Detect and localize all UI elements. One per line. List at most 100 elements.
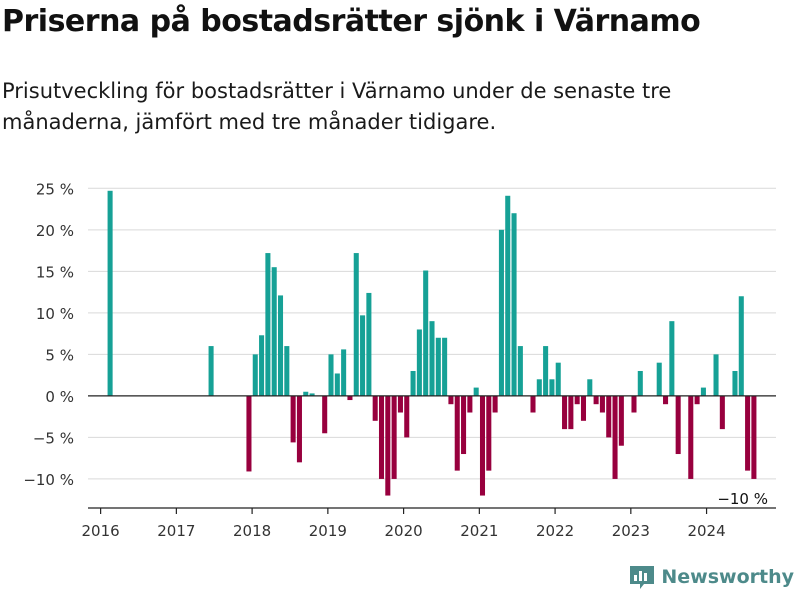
bar [656,362,662,396]
bar [265,253,271,396]
bar [322,395,328,434]
bar [498,229,504,396]
bar [719,395,725,430]
x-tick-label: 2024 [687,522,725,540]
bar [669,321,675,396]
bar [391,395,397,479]
bar [296,395,302,463]
bar [593,395,599,405]
bar [448,395,454,405]
chart-title: Priserna på bostadsrätter sjönk i Värnam… [2,4,701,39]
bar [574,395,580,405]
gridlines [88,187,776,480]
bar [745,395,751,471]
bar [208,346,214,396]
x-tick-label: 2022 [536,522,574,540]
bar [467,395,473,413]
bar-chart: −10 % −5 % 0 % 5 % 10 % 15 % 20 % 25 % 2016 2017 2… [23,180,776,540]
newsworthy-logo[interactable]: Newsworthy [629,564,794,590]
last-value-label: −10 % [717,490,768,508]
bar [309,393,315,396]
bar [328,354,334,396]
bar [549,379,555,396]
x-tick-label: 2023 [612,522,650,540]
bar [259,335,265,396]
bar [694,395,700,405]
bar [303,391,309,396]
bar [360,315,366,396]
bar [486,395,492,471]
bar [568,395,574,430]
newsworthy-logo-icon [630,566,655,589]
bar [738,296,744,396]
bar [675,395,681,455]
bar [442,337,448,396]
x-tick-label: 2020 [385,522,423,540]
bar [416,329,422,396]
bar [536,379,542,396]
bar [252,354,258,396]
y-tick-label: 10 % [36,305,74,323]
bar [366,292,372,396]
bar [580,395,587,421]
bar [435,337,441,396]
bar [461,395,467,455]
bar [599,395,605,413]
bar [271,267,277,396]
y-tick-label: 15 % [36,263,74,281]
axes [88,395,776,514]
bar [246,395,252,472]
bar [107,190,113,396]
bar [663,395,669,405]
bar [612,395,618,479]
bar [277,295,284,396]
brand-name: Newsworthy [661,566,794,588]
bar [334,373,340,396]
bar [347,395,353,401]
bar [492,395,498,413]
y-tick-label: 5 % [45,346,74,364]
x-tick-label: 2018 [233,522,271,540]
bar [410,370,416,396]
bar [290,395,296,443]
bar [454,395,460,471]
bar [372,395,378,421]
bar [284,346,290,396]
bar [511,213,517,396]
bar [378,395,385,479]
y-tick-label: 25 % [36,180,74,198]
bar [423,270,429,396]
bar [713,354,719,396]
bar [606,395,612,438]
bar [397,395,403,413]
bar [404,395,410,438]
bar [385,395,391,496]
bar [631,395,637,413]
bar [543,346,549,396]
bar [562,395,568,430]
x-tick-label: 2019 [309,522,347,540]
bar [479,395,486,496]
bar [688,395,694,479]
y-tick-label: 20 % [36,222,74,240]
bar [429,321,435,396]
bar [555,362,561,396]
bar [587,379,593,396]
tick-labels: −10 % −5 % 0 % 5 % 10 % 15 % 20 % 25 % 2016 2017 2… [23,180,768,540]
bar [637,370,643,396]
x-tick-label: 2017 [157,522,195,540]
bar [505,195,511,396]
y-tick-label: −10 % [23,471,74,489]
bar [473,387,479,396]
y-tick-label: 0 % [45,388,74,406]
bar [341,349,347,396]
bar [353,253,359,396]
y-tick-label: −5 % [33,429,74,447]
bar [618,395,624,446]
bar [732,370,738,396]
bars [107,190,757,496]
bar [751,395,757,479]
bar [700,387,706,396]
chart-subtitle: Prisutveckling för bostadsrätter i Värna… [2,79,672,134]
x-tick-label: 2016 [82,522,120,540]
